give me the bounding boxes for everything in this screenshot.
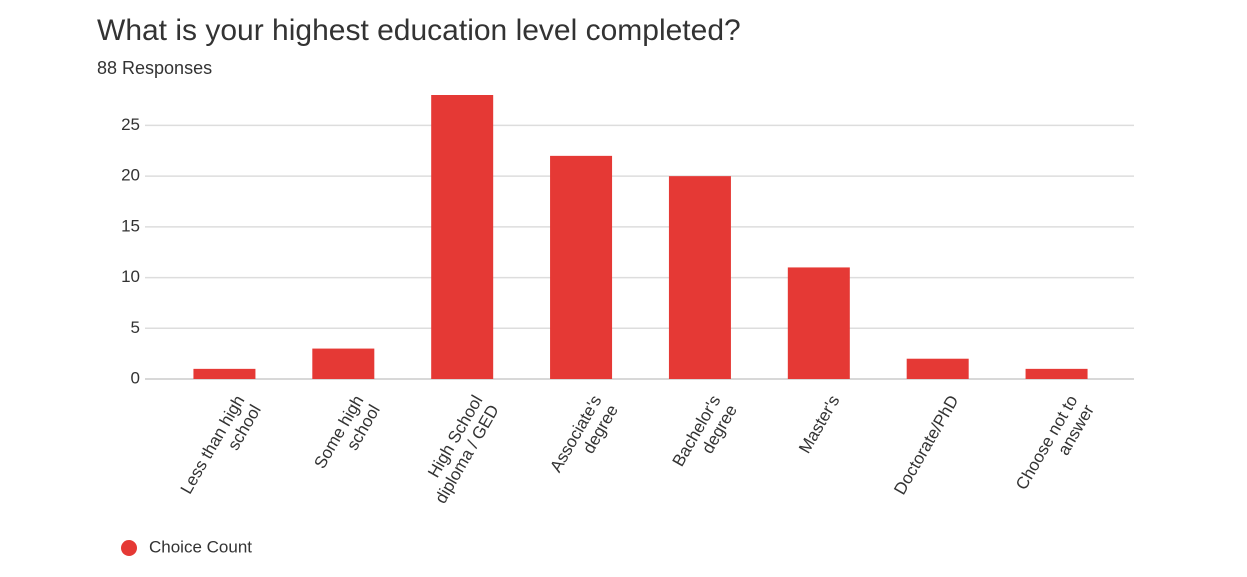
y-tick-label: 10 bbox=[121, 267, 140, 286]
y-tick-label: 20 bbox=[121, 166, 140, 185]
bar bbox=[787, 267, 850, 379]
chart-subtitle: 88 Responses bbox=[97, 58, 212, 78]
bar bbox=[550, 155, 613, 379]
bar bbox=[906, 358, 969, 379]
legend-swatch bbox=[121, 540, 137, 556]
y-tick-label: 0 bbox=[131, 368, 140, 387]
bar bbox=[668, 176, 731, 379]
bar bbox=[312, 348, 375, 379]
bar bbox=[431, 95, 494, 379]
y-tick-label: 25 bbox=[121, 115, 140, 134]
bar bbox=[1025, 368, 1088, 379]
y-tick-label: 5 bbox=[131, 318, 140, 337]
chart-title: What is your highest education level com… bbox=[97, 14, 741, 47]
y-tick-label: 15 bbox=[121, 216, 140, 235]
legend-label: Choice Count bbox=[149, 537, 252, 556]
bar bbox=[193, 368, 256, 379]
